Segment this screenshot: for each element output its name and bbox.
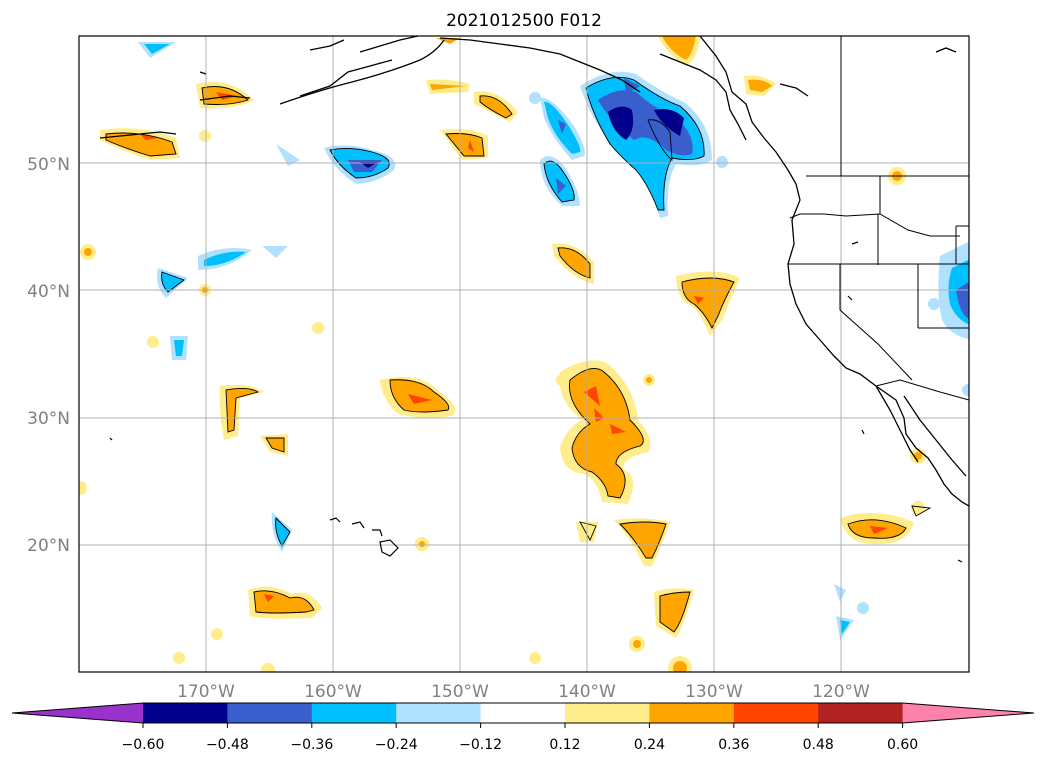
colorbar-swatch xyxy=(12,703,143,723)
colorbar-tick-label: 0.12 xyxy=(549,737,580,753)
lat-label: 40°N xyxy=(27,282,70,302)
colorbar-tick-label: −0.48 xyxy=(206,737,249,753)
latitude-labels: 50°N 40°N 30°N 20°N xyxy=(27,155,70,556)
colorbar-swatch xyxy=(818,703,904,723)
lon-label: 130°W xyxy=(685,682,743,702)
map-frame xyxy=(78,35,970,673)
colorbar-swatch xyxy=(902,703,1034,723)
lon-label: 120°W xyxy=(812,682,870,702)
colorbar-swatch xyxy=(396,703,482,723)
lon-label: 170°W xyxy=(177,682,235,702)
colorbar-tick-label: 0.48 xyxy=(803,737,834,753)
colorbar-swatch xyxy=(649,703,735,723)
colorbar-swatch xyxy=(480,703,566,723)
lon-label: 150°W xyxy=(431,682,489,702)
longitude-labels: 170°W 160°W 150°W 140°W 130°W 120°W xyxy=(177,682,870,702)
colorbar-swatch xyxy=(227,703,313,723)
islands xyxy=(109,71,963,563)
colorbar-tick-labels: −0.60 −0.48 −0.36 −0.24 −0.12 0.12 0.24 0.36 0.4… xyxy=(122,737,919,753)
colorbar-tick-label: −0.60 xyxy=(122,737,165,753)
coastlines xyxy=(99,36,969,507)
lat-label: 50°N xyxy=(27,155,70,175)
contour-lines xyxy=(105,76,932,633)
lon-label: 140°W xyxy=(558,682,616,702)
colorbar-swatch xyxy=(311,703,397,723)
state-borders xyxy=(788,36,969,401)
lat-label: 20°N xyxy=(27,536,70,556)
colorbar-tick-label: −0.24 xyxy=(375,737,418,753)
colorbar-ticks xyxy=(142,723,904,728)
colorbar-tick-label: 0.24 xyxy=(634,737,665,753)
colorbar-swatch xyxy=(733,703,819,723)
lat-label: 30°N xyxy=(27,409,70,429)
colorbar-swatches xyxy=(11,702,1035,724)
map-panel xyxy=(78,35,970,673)
colorbar-tick-label: 0.60 xyxy=(887,737,918,753)
colorbar-swatch xyxy=(565,703,650,723)
colorbar-tick-label: −0.12 xyxy=(459,737,502,753)
colorbar-swatch xyxy=(143,703,228,723)
lon-label: 160°W xyxy=(304,682,362,702)
map-gridlines xyxy=(79,36,969,672)
colorbar-tick-label: −0.36 xyxy=(290,737,333,753)
colorbar-tick-label: 0.36 xyxy=(718,737,749,753)
colorbar: −0.60 −0.48 −0.36 −0.24 −0.12 0.12 0.24 0.36 0.4… xyxy=(11,702,1035,753)
map-title: 2021012500 F012 xyxy=(446,11,602,31)
